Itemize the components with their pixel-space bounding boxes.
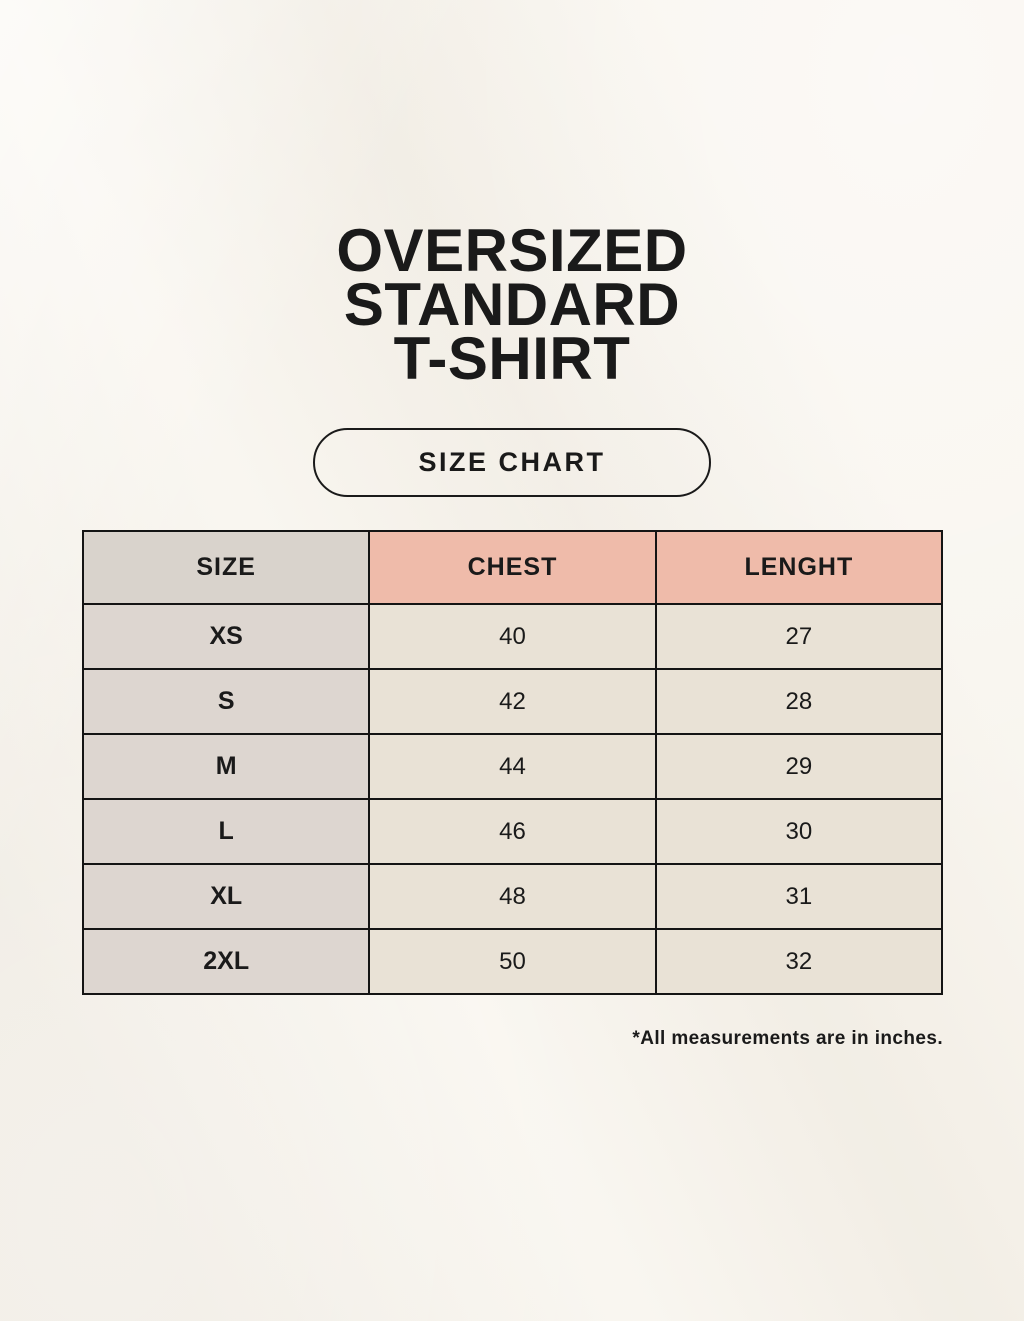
table-row: 2XL 50 32 xyxy=(81,928,944,995)
lenght-cell: 32 xyxy=(654,928,944,995)
chest-cell: 50 xyxy=(368,928,657,995)
table-row: M 44 29 xyxy=(81,733,944,800)
size-chart-badge-label: SIZE CHART xyxy=(418,447,606,477)
size-chart-table-container: SIZE CHEST LENGHT XS 40 27 S 42 28 M 44 29 L 46 30 X… xyxy=(81,530,944,995)
table-header-row: SIZE CHEST LENGHT xyxy=(81,530,944,605)
size-cell: 2XL xyxy=(81,928,371,995)
chest-cell: 42 xyxy=(368,668,657,735)
size-cell: XL xyxy=(81,863,371,930)
table-row: S 42 28 xyxy=(81,668,944,735)
size-cell: XS xyxy=(81,603,371,670)
measurements-footnote: *All measurements are in inches. xyxy=(632,1028,943,1049)
table-body: XS 40 27 S 42 28 M 44 29 L 46 30 XL 48 31 2XL 50 32 xyxy=(81,603,944,995)
size-chart-table: SIZE CHEST LENGHT XS 40 27 S 42 28 M 44 29 L 46 30 X… xyxy=(81,530,944,995)
size-chart-badge: SIZE CHART xyxy=(313,428,711,497)
column-header-size: SIZE xyxy=(81,530,371,605)
lenght-cell: 27 xyxy=(654,603,944,670)
chest-cell: 44 xyxy=(368,733,657,800)
size-cell: L xyxy=(81,798,371,865)
page-title-line-3: T-SHIRT xyxy=(393,325,631,392)
page-title-line-2: STANDARD xyxy=(343,271,681,338)
page-title-line-1: OVERSIZED xyxy=(336,217,688,284)
size-cell: S xyxy=(81,668,371,735)
chest-cell: 46 xyxy=(368,798,657,865)
chest-cell: 48 xyxy=(368,863,657,930)
column-header-chest: CHEST xyxy=(368,530,657,605)
table-row: XL 48 31 xyxy=(81,863,944,930)
page-title: OVERSIZED STANDARD T-SHIRT xyxy=(0,217,1024,392)
chest-cell: 40 xyxy=(368,603,657,670)
lenght-cell: 30 xyxy=(654,798,944,865)
lenght-cell: 28 xyxy=(654,668,944,735)
lenght-cell: 29 xyxy=(654,733,944,800)
size-cell: M xyxy=(81,733,371,800)
table-row: L 46 30 xyxy=(81,798,944,865)
table-row: XS 40 27 xyxy=(81,603,944,670)
lenght-cell: 31 xyxy=(654,863,944,930)
column-header-lenght: LENGHT xyxy=(654,530,944,605)
